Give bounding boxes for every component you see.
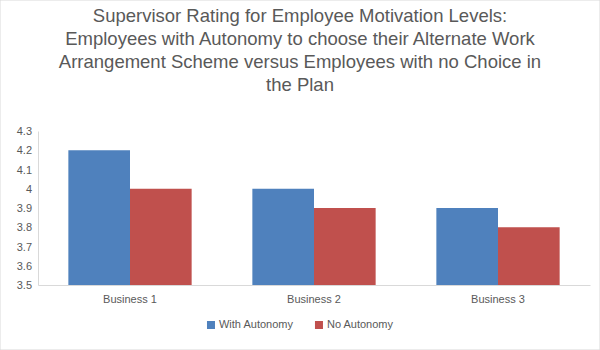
y-tick: 4.2: [17, 144, 38, 156]
bars: [68, 150, 559, 285]
y-tick: 4: [26, 183, 38, 195]
y-tick-label: 3.8: [17, 221, 32, 233]
legend-label: No Autonomy: [327, 318, 394, 330]
y-tick-label: 3.5: [17, 279, 32, 291]
y-tick-label: 4: [26, 183, 32, 195]
chart-title-line: the Plan: [266, 74, 334, 95]
chart-title: Supervisor Rating for Employee Motivatio…: [59, 5, 541, 95]
y-tick: 3.8: [17, 221, 38, 233]
y-tick-label: 4.1: [17, 164, 32, 176]
x-axis-line: [39, 285, 591, 286]
x-tick: Business 1: [103, 285, 157, 305]
chart-title-line: Arrangement Scheme versus Employees with…: [59, 51, 541, 72]
bar: [252, 189, 314, 285]
legend-label: With Autonomy: [219, 318, 293, 330]
legend: With Autonomy No Autonomy: [207, 318, 394, 330]
bar: [130, 189, 192, 285]
chart-title-line: Supervisor Rating for Employee Motivatio…: [93, 5, 507, 26]
y-axis: 3.5 3.6 3.7 3.8 3.9 4 4.1 4.2 4.3: [17, 125, 39, 291]
y-tick-label: 3.6: [17, 260, 32, 272]
bar: [314, 208, 376, 285]
y-tick: 3.7: [17, 241, 38, 253]
bar-series: [68, 150, 498, 285]
y-tick: 3.5: [17, 279, 38, 291]
x-tick-label: Business 3: [471, 293, 525, 305]
y-tick-label: 4.3: [17, 125, 32, 137]
y-axis-line: [38, 132, 39, 286]
x-tick: Business 3: [471, 285, 525, 305]
chart-title-line: Employees with Autonomy to choose their …: [65, 28, 535, 49]
y-tick: 4.1: [17, 164, 38, 176]
legend-item: With Autonomy: [207, 318, 293, 330]
x-tick-label: Business 1: [103, 293, 157, 305]
bar-series: [130, 189, 560, 285]
chart: Supervisor Rating for Employee Motivatio…: [0, 0, 600, 350]
x-tick-label: Business 2: [287, 293, 341, 305]
y-tick-label: 4.2: [17, 144, 32, 156]
bar: [68, 150, 130, 285]
bar: [498, 227, 560, 285]
x-axis: Business 1 Business 2 Business 3: [39, 285, 591, 305]
x-tick: Business 2: [287, 285, 341, 305]
chart-background: [0, 0, 600, 350]
y-tick-label: 3.7: [17, 241, 32, 253]
legend-swatch: [315, 321, 323, 329]
y-tick: 3.9: [17, 202, 38, 214]
y-tick: 4.3: [17, 125, 38, 137]
y-tick: 3.6: [17, 260, 38, 272]
bar: [436, 208, 498, 285]
y-tick-label: 3.9: [17, 202, 32, 214]
legend-swatch: [207, 321, 215, 329]
legend-item: No Autonomy: [315, 318, 394, 330]
